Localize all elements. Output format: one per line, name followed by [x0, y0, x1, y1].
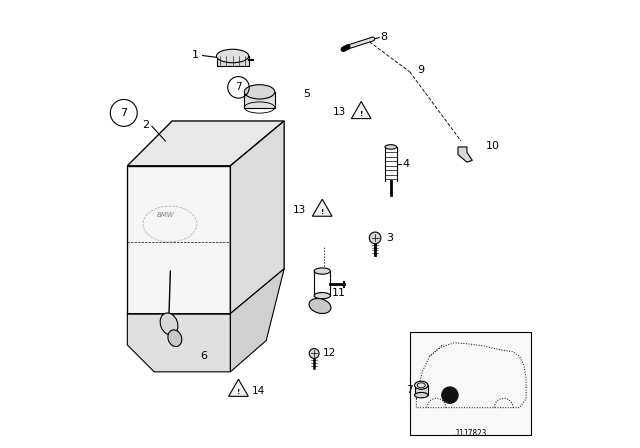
Polygon shape	[127, 166, 230, 314]
Ellipse shape	[385, 145, 397, 149]
Text: 13: 13	[333, 107, 346, 117]
Polygon shape	[228, 379, 248, 396]
Ellipse shape	[314, 293, 330, 299]
Circle shape	[442, 387, 458, 403]
Polygon shape	[230, 121, 284, 314]
Text: !: !	[321, 209, 324, 215]
Ellipse shape	[415, 392, 428, 398]
Polygon shape	[458, 147, 472, 162]
Ellipse shape	[244, 85, 275, 99]
Text: 3: 3	[387, 233, 394, 243]
Polygon shape	[127, 121, 284, 166]
Circle shape	[309, 349, 319, 358]
Text: 9: 9	[418, 65, 425, 75]
Text: 1: 1	[192, 50, 199, 60]
Text: 13: 13	[293, 205, 307, 215]
Ellipse shape	[314, 268, 330, 274]
Polygon shape	[415, 385, 428, 395]
Bar	[410, 332, 531, 435]
Text: 12: 12	[323, 349, 337, 358]
Text: !: !	[237, 389, 240, 395]
Text: 10: 10	[486, 141, 500, 151]
Text: 6: 6	[200, 351, 207, 361]
Text: 5: 5	[303, 89, 310, 99]
Polygon shape	[351, 102, 371, 119]
Text: 4: 4	[402, 159, 409, 168]
Ellipse shape	[168, 330, 182, 347]
Text: 7: 7	[120, 108, 127, 118]
Text: 2: 2	[143, 121, 150, 130]
Polygon shape	[244, 92, 275, 108]
Text: 8: 8	[380, 32, 388, 42]
Polygon shape	[216, 56, 249, 66]
Ellipse shape	[309, 298, 331, 314]
Text: 7: 7	[235, 82, 242, 92]
Text: JJJ7823: JJJ7823	[454, 429, 486, 438]
Text: 11: 11	[332, 289, 346, 298]
Text: !: !	[360, 111, 363, 117]
Polygon shape	[230, 269, 284, 372]
Polygon shape	[312, 199, 332, 216]
Ellipse shape	[216, 49, 249, 63]
Circle shape	[369, 232, 381, 244]
Polygon shape	[127, 314, 230, 372]
Text: 7: 7	[406, 385, 412, 395]
Text: 14: 14	[252, 386, 265, 396]
Ellipse shape	[160, 313, 178, 335]
Text: BMW: BMW	[157, 212, 174, 218]
Ellipse shape	[415, 381, 428, 389]
